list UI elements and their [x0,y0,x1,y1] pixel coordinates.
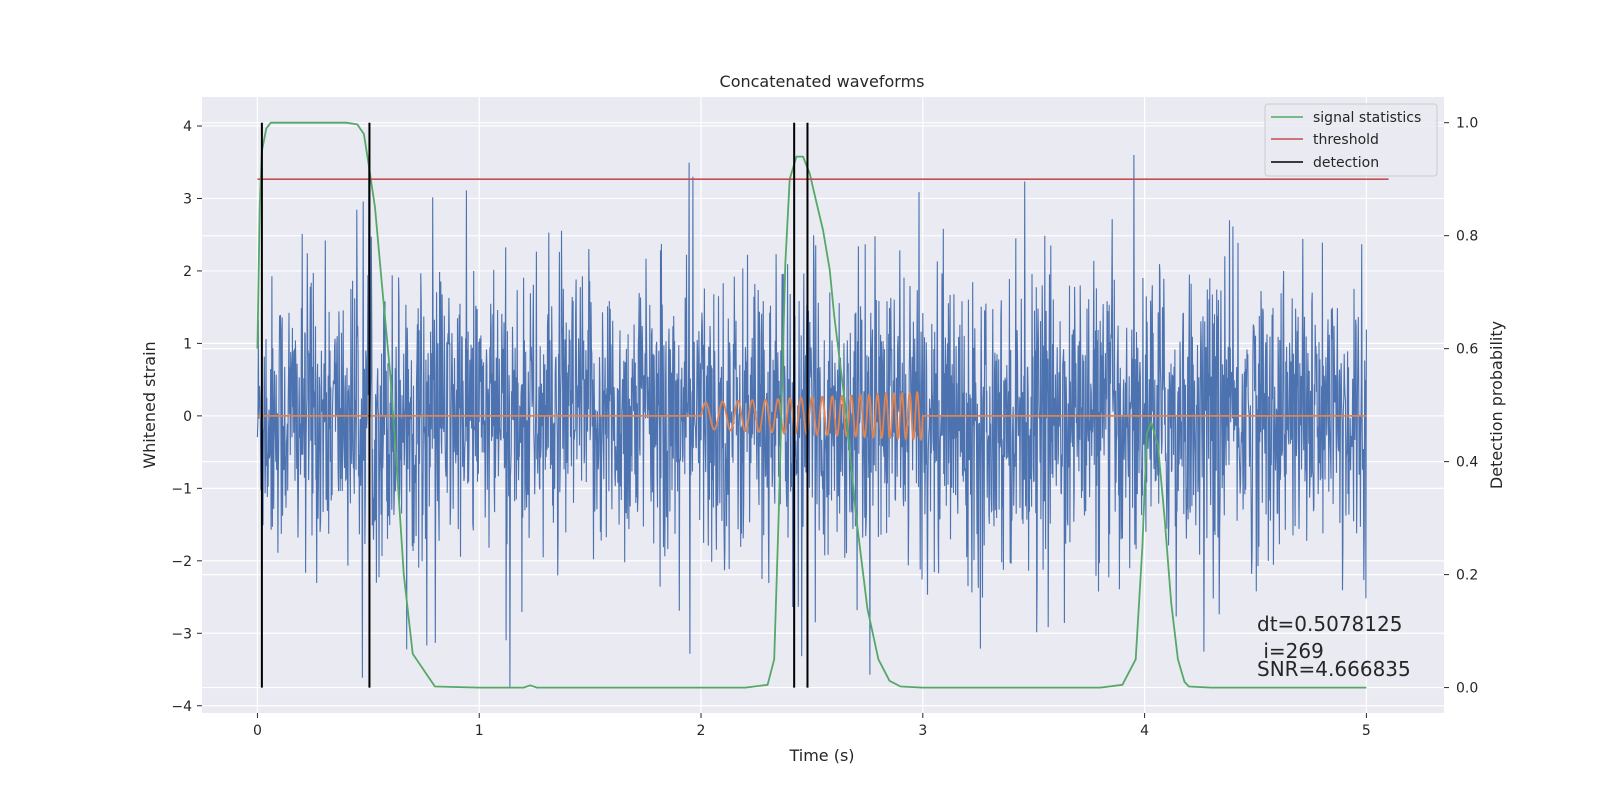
y-axis-right: 0.0 0.2 0.4 0.6 0.8 1.0 [1444,116,1478,697]
x-axis-label: Time (s) [788,746,854,765]
annotation-index: i=269 [1257,639,1324,663]
noise-series [256,154,1367,688]
y-axis-left: −4 −3 −2 −1 0 1 2 3 4 [171,119,202,715]
x-tick-label: 2 [697,723,706,739]
y-tick-label: −1 [171,481,192,497]
x-tick-label: 1 [475,723,484,739]
legend-box [1264,103,1438,177]
y2-tick-label: 0.6 [1456,342,1478,358]
x-tick-label: 5 [1362,723,1371,739]
y-tick-label: 1 [183,336,192,352]
y2-tick-label: 0.8 [1456,229,1478,245]
legend-label-detection: detection [1313,155,1379,171]
injection-series [257,391,1367,442]
x-axis: 0 1 2 3 4 5 [253,713,1371,739]
y-tick-label: −3 [171,626,192,642]
y-tick-label: −4 [171,699,192,715]
y-tick-label: 2 [183,264,192,280]
chart-title: Concatenated waveforms [720,72,925,91]
noise-line [256,154,1367,688]
x-tick-label: 4 [1140,723,1149,739]
legend-label-threshold: threshold [1313,132,1379,148]
y-tick-label: −2 [171,554,192,570]
y2-tick-label: 0.4 [1456,455,1478,471]
y2-tick-label: 1.0 [1456,116,1478,132]
y-tick-label: 4 [183,119,192,135]
y-tick-label: 0 [183,409,192,425]
x-tick-label: 0 [253,723,262,739]
x-tick-label: 3 [918,723,927,739]
y2-axis-label: Detection probability [1487,321,1506,489]
detection-series [260,122,809,688]
annotation-snr: SNR=4.666835 [1257,657,1411,681]
injection-line [257,391,1367,442]
legend-label-signal-statistics: signal statistics [1313,110,1421,126]
y2-tick-label: 0.0 [1456,681,1478,697]
y2-tick-label: 0.2 [1456,568,1478,584]
y-axis-label: Whitened strain [140,341,159,468]
legend: signal statistics threshold detection [1264,103,1438,177]
y-tick-label: 3 [183,191,192,207]
annotation-dt: dt=0.5078125 [1257,612,1402,636]
